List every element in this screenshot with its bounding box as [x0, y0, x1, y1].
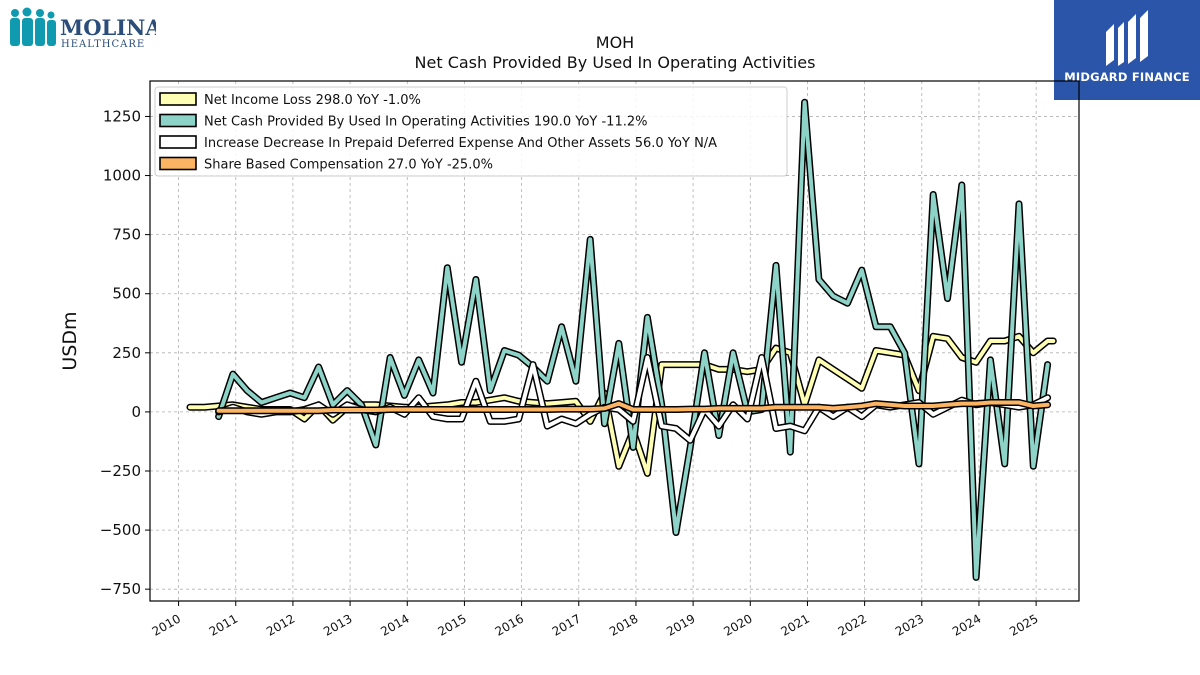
legend-entry: Net Income Loss 298.0 YoY -1.0%	[204, 93, 421, 108]
chart-title: MOH	[596, 33, 634, 52]
legend-swatch	[159, 92, 197, 106]
legend-swatch	[159, 156, 197, 171]
y-axis-label: USDm	[59, 311, 81, 370]
legend-entry: Increase Decrease In Prepaid Deferred Ex…	[204, 136, 717, 151]
legend-entry: Share Based Compensation 27.0 YoY -25.0%	[204, 158, 493, 173]
chart-subtitle: Net Cash Provided By Used In Operating A…	[415, 53, 816, 72]
y-tick-label: 0	[131, 403, 141, 421]
x-tick-label: 2021	[778, 611, 811, 638]
series-4	[215, 399, 1052, 415]
x-tick-label: 2013	[321, 611, 354, 638]
y-tick-label: 250	[112, 344, 141, 362]
molina-healthcare-logo: MOLINA HEALTHCARE	[6, 6, 162, 50]
x-tick-label: 2015	[435, 611, 468, 638]
y-tick-label: −250	[100, 462, 141, 480]
series-line	[188, 334, 1056, 476]
x-tick-label: 2016	[493, 611, 526, 638]
x-tick-label: 2014	[378, 611, 411, 638]
legend-box	[154, 86, 788, 177]
x-tick-label: 2022	[836, 611, 869, 638]
plot-frame	[149, 80, 1080, 602]
series-1	[186, 332, 1057, 477]
x-tick-label: 2019	[664, 611, 697, 638]
y-tick-label: 1250	[103, 107, 141, 125]
midgard-brand-text: MIDGARD FINANCE	[1064, 70, 1190, 84]
x-tick-label: 2020	[721, 611, 754, 638]
y-tick-label: −500	[100, 521, 141, 539]
series-layer	[186, 98, 1057, 581]
x-tick-label: 2010	[150, 611, 183, 638]
legend-swatch	[159, 113, 197, 128]
y-tick-label: 1000	[103, 167, 141, 185]
midgard-emblem-icon	[1106, 10, 1148, 66]
y-axis: −750 −500 −250 0 250 500 750 1000 1250	[100, 107, 150, 598]
x-axis: 2010 2011 2012 2013 2014 2015 2016 2017 2018 2019…	[150, 601, 1041, 639]
series-line	[216, 400, 1050, 413]
midgard-finance-logo: MIDGARD FINANCE	[1054, 0, 1200, 100]
brand-name: MOLINA	[60, 15, 156, 40]
legend-swatch	[159, 135, 197, 149]
y-tick-label: 500	[112, 285, 141, 303]
people-icon	[10, 7, 56, 46]
series-2	[215, 98, 1052, 581]
series-line	[216, 100, 1050, 580]
x-tick-label: 2023	[893, 611, 926, 638]
x-tick-label: 2018	[607, 611, 640, 638]
x-tick-label: 2017	[550, 611, 583, 638]
x-tick-label: 2025	[1007, 611, 1040, 638]
x-tick-label: 2024	[950, 611, 983, 638]
legend-entry: Net Cash Provided By Used In Operating A…	[204, 115, 647, 130]
legend: Net Income Loss 298.0 YoY -1.0% Net Cash …	[154, 86, 788, 177]
brand-sub: HEALTHCARE	[61, 39, 145, 50]
x-tick-label: 2012	[264, 611, 297, 638]
x-tick-label: 2011	[207, 611, 240, 638]
y-tick-label: 750	[112, 226, 141, 244]
y-tick-label: −750	[100, 580, 141, 598]
